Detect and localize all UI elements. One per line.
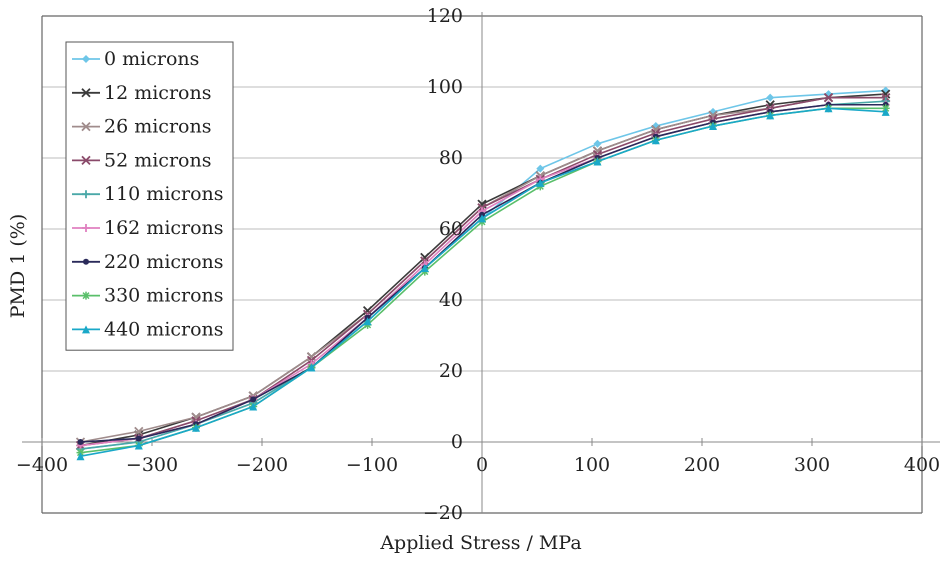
legend-entry: 330 microns [72, 285, 224, 307]
legend-label: 26 microns [104, 116, 211, 138]
data-point [823, 93, 834, 103]
data-point [881, 89, 891, 99]
legend-label: 110 microns [104, 183, 224, 205]
series-group [75, 86, 891, 461]
legend-entry: 220 microns [72, 251, 224, 273]
legend: 0 microns 12 microns 26 microns 52 microns 1… [65, 41, 234, 351]
data-point [82, 190, 90, 199]
data-point [766, 111, 775, 120]
data-point [77, 439, 84, 445]
legend-label: 162 microns [104, 217, 224, 239]
x-tick-label: 200 [684, 454, 720, 476]
x-tick-label: 0 [476, 454, 488, 476]
data-point [81, 121, 91, 132]
data-point [81, 155, 91, 166]
x-tick-label: −300 [126, 454, 178, 476]
x-tick-label: 400 [904, 454, 940, 476]
data-point [306, 352, 317, 362]
data-point [420, 264, 429, 273]
data-point [362, 306, 373, 316]
data-point [82, 325, 90, 334]
data-point [192, 423, 200, 432]
y-tick-label: 100 [427, 76, 463, 98]
data-point [134, 426, 144, 436]
legend-label: 0 microns [104, 48, 199, 70]
x-tick-label: −200 [236, 454, 288, 476]
legend-label: 440 microns [104, 318, 224, 340]
data-point [766, 93, 775, 102]
data-point [134, 441, 143, 450]
legend-entry: 12 microns [72, 82, 211, 104]
legend-entry: 26 microns [72, 116, 211, 138]
data-point [824, 104, 833, 113]
x-axis-label: Applied Stress / MPa [379, 532, 581, 554]
data-point [81, 88, 91, 98]
legend-entry: 440 microns [72, 318, 224, 340]
data-point [593, 157, 602, 166]
x-tick-label: −400 [16, 454, 68, 476]
y-tick-label: 20 [439, 360, 463, 382]
data-point [420, 252, 430, 263]
data-point [249, 402, 258, 411]
y-tick-label: 80 [439, 147, 463, 169]
y-tick-label: 40 [439, 289, 463, 311]
legend-label: 330 microns [104, 285, 224, 307]
data-point [83, 258, 89, 265]
data-point [881, 107, 890, 116]
data-point [651, 136, 660, 145]
data-point [76, 452, 85, 461]
x-tick-label: 100 [574, 454, 610, 476]
legend-entry: 52 microns [72, 149, 211, 171]
legend-entry: 0 microns [72, 48, 199, 70]
data-point [536, 178, 545, 187]
legend-entry: 110 microns [72, 183, 224, 205]
data-point [593, 139, 602, 148]
y-tick-label: 60 [439, 218, 463, 240]
data-point [82, 55, 90, 63]
data-point [478, 214, 486, 223]
y-tick-label: 0 [451, 431, 463, 453]
x-tick-label: 300 [794, 454, 830, 476]
x-tick-label: −100 [346, 454, 398, 476]
legend-label: 12 microns [104, 82, 211, 104]
series-440-microns [76, 104, 890, 461]
y-tick-label: 120 [427, 5, 463, 27]
data-point [363, 317, 372, 326]
legend-label: 52 microns [104, 149, 211, 171]
legend-entry: 162 microns [72, 217, 224, 239]
data-point [135, 435, 142, 442]
y-axis-label: PMD 1 (%) [7, 214, 29, 319]
data-point [82, 291, 90, 300]
data-point [250, 396, 257, 403]
data-point [709, 122, 717, 131]
legend-label: 220 microns [104, 251, 224, 273]
data-point [307, 363, 316, 372]
data-point [82, 224, 90, 232]
axes [22, 12, 940, 514]
data-point [536, 164, 545, 173]
y-tick-label: −20 [423, 502, 463, 524]
